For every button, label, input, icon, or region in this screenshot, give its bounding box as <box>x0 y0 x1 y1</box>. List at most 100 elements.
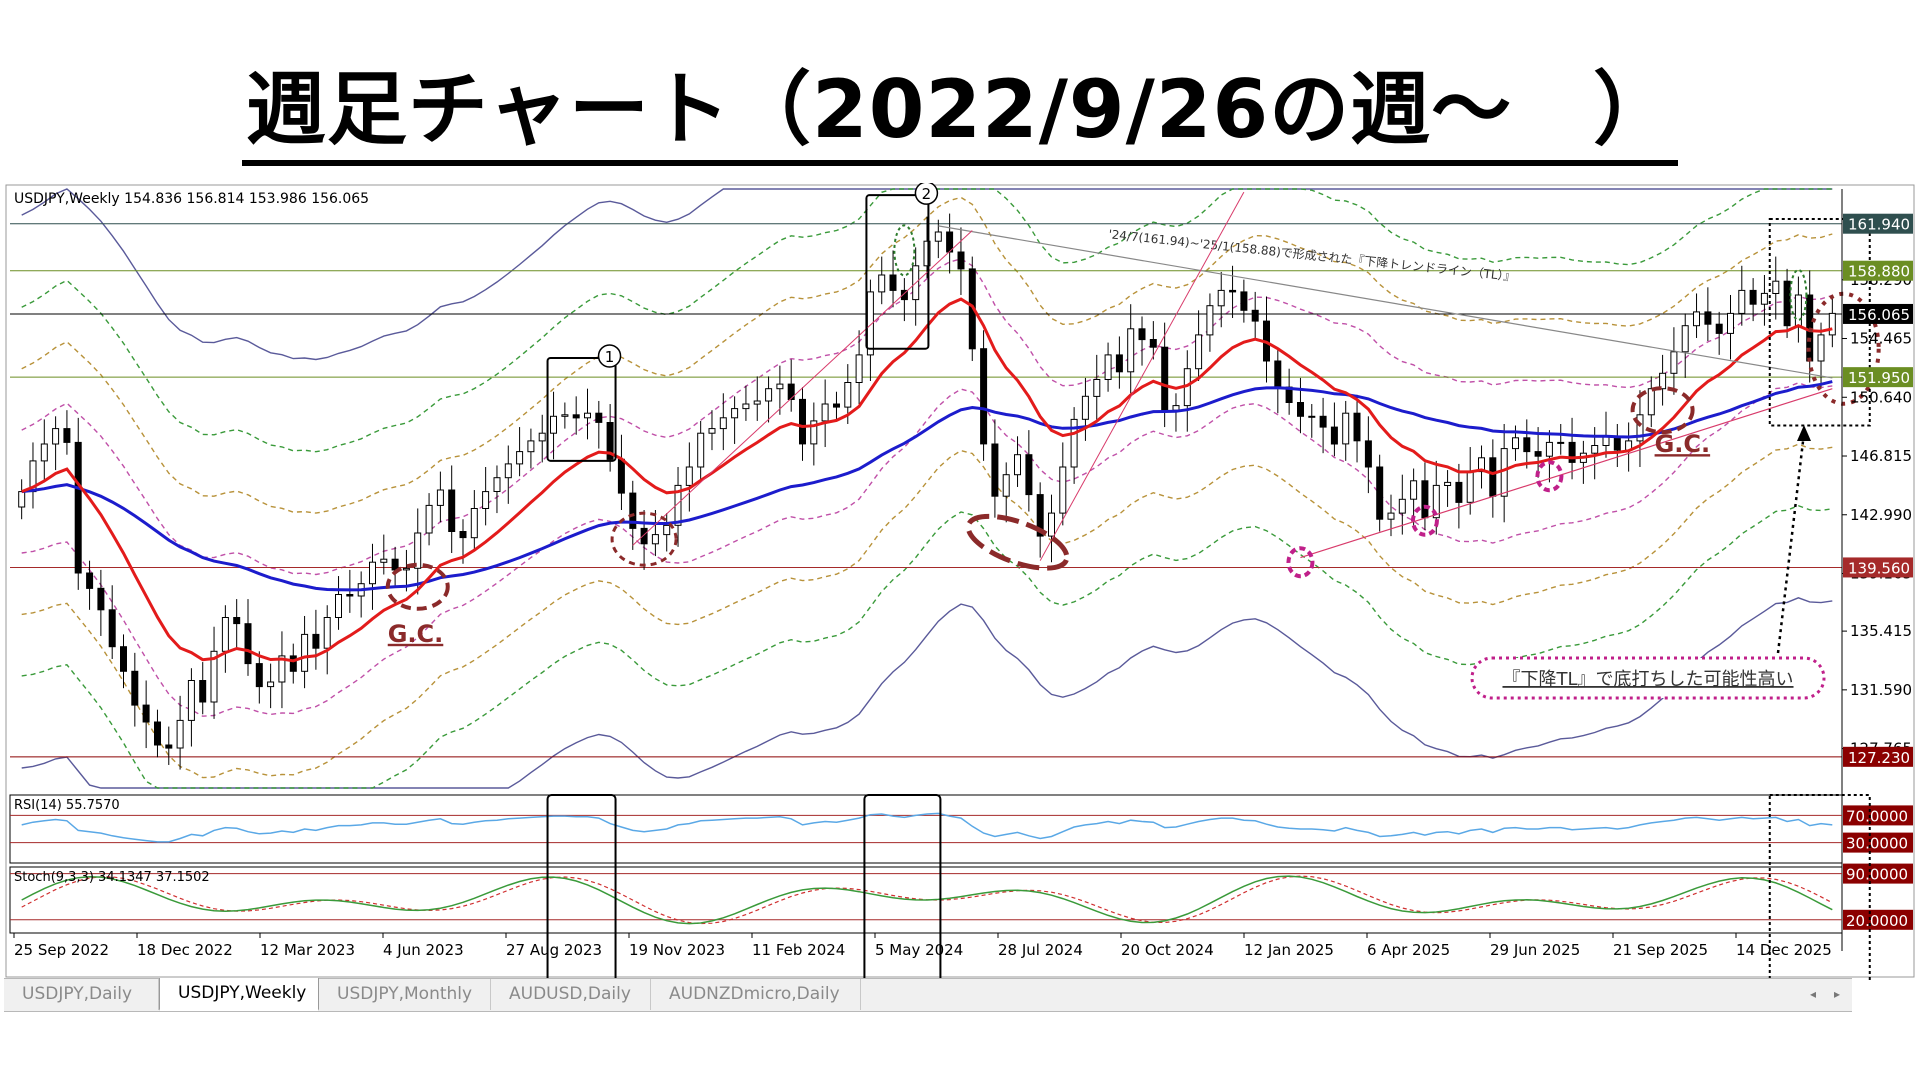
candle-body <box>267 681 275 688</box>
candle-body <box>74 441 82 574</box>
candle-body <box>776 383 784 390</box>
candle-body <box>1410 480 1418 500</box>
stoch-level-label: 20.0000 <box>1846 912 1908 930</box>
chart-tab-usdjpy-monthly[interactable]: USDJPY,Monthly <box>319 979 491 1010</box>
top-green-circle-2 <box>1789 268 1808 321</box>
candle-body <box>742 403 750 410</box>
candle-body <box>131 670 139 706</box>
candle-body <box>1432 484 1440 519</box>
price-level-tag <box>1843 260 1913 281</box>
rsi-level-tag <box>1843 805 1913 826</box>
candle-body <box>1251 309 1259 322</box>
candle-body <box>1048 512 1055 537</box>
candle-body <box>561 414 569 417</box>
price-chart[interactable]: '24/7(161.94)~'25/1(158.88)で形成された『下降トレンド… <box>4 183 1916 983</box>
candle-body <box>1149 339 1157 348</box>
rsi-level-label: 70.0000 <box>1846 807 1908 825</box>
candle-body <box>731 408 739 419</box>
down-trendline <box>938 225 1833 379</box>
candle-body <box>1772 280 1780 294</box>
candle-body <box>470 508 478 539</box>
chart-tab-audnzdmicro-daily[interactable]: AUDNZDmicro,Daily <box>651 979 861 1010</box>
price-level-lines <box>10 223 1842 758</box>
stoch-level-tag <box>1843 863 1913 884</box>
y-tick-label: 154.465 <box>1850 330 1912 348</box>
candle-body <box>323 617 331 649</box>
candle-body <box>1398 498 1406 514</box>
candle-body <box>255 663 263 688</box>
chart-window[interactable]: '24/7(161.94)~'25/1(158.88)で形成された『下降トレンド… <box>4 183 1916 1013</box>
ema-short-line <box>21 297 1833 663</box>
x-tick-label: 28 Jul 2024 <box>998 941 1083 959</box>
x-tick-label: 19 Nov 2023 <box>629 941 725 959</box>
candle-body <box>1002 474 1010 497</box>
band-line <box>21 443 1833 779</box>
x-tick-label: 14 Dec 2025 <box>1736 941 1832 959</box>
x-tick-label: 29 Jun 2025 <box>1490 941 1580 959</box>
candle-body <box>1534 451 1542 457</box>
candle-body <box>1783 280 1791 327</box>
chart-tab-audusd-daily[interactable]: AUDUSD,Daily <box>491 979 651 1010</box>
candle-body <box>1557 441 1565 444</box>
candle-body <box>900 289 908 301</box>
candle-body <box>199 680 207 703</box>
candle-body <box>1545 441 1553 457</box>
pink-low-circle <box>1286 546 1315 579</box>
candle-body <box>176 719 184 749</box>
chart-tab-usdjpy-daily[interactable]: USDJPY,Daily <box>4 979 159 1010</box>
price-level-tag <box>1843 213 1913 234</box>
candle-body <box>991 443 999 497</box>
candle-body <box>821 403 829 422</box>
chart-tab-usdjpy-weekly[interactable]: USDJPY,Weekly <box>159 978 319 1011</box>
candle-body <box>629 492 637 529</box>
candle-body <box>584 412 591 419</box>
candle-body <box>1138 328 1146 341</box>
y-tick-label: 146.815 <box>1850 447 1912 465</box>
candle-body <box>1670 351 1678 374</box>
tab-scroll-right-icon[interactable]: ▸ <box>1833 987 1841 1001</box>
candle-body <box>1693 311 1700 327</box>
price-level-tag <box>1843 557 1913 578</box>
time-axis: 25 Sep 2022 18 Dec 2022 12 Mar 2023 4 Jun 2… <box>13 933 1832 959</box>
candle-body <box>1025 454 1033 496</box>
candle-body <box>1059 466 1067 514</box>
stoch-level-label: 90.0000 <box>1846 866 1908 884</box>
candle-body <box>651 534 659 545</box>
price-level-tag <box>1843 746 1913 767</box>
candle-body <box>1760 292 1768 305</box>
candle-body <box>1738 289 1746 314</box>
candle-body <box>187 680 195 721</box>
y-tick-label: 131.590 <box>1850 681 1912 699</box>
candle-body <box>301 633 309 672</box>
candle-body <box>753 400 761 405</box>
candle-body <box>312 633 320 649</box>
candle-body <box>414 532 422 569</box>
candle-body <box>980 348 988 445</box>
candle-body <box>402 567 410 571</box>
tab-scroll-left-icon[interactable]: ◂ <box>1809 987 1817 1001</box>
candle-body <box>595 412 603 423</box>
candle-body <box>142 704 150 723</box>
moving-averages <box>21 297 1833 663</box>
golden-cross-circle <box>385 562 450 611</box>
candle-body <box>855 354 863 383</box>
rsi-line <box>21 812 1833 843</box>
oscillator-box <box>546 794 617 983</box>
candle-body <box>1749 289 1757 305</box>
candle-body <box>210 650 218 703</box>
price-level-tag <box>1843 367 1913 388</box>
x-tick-label: 20 Oct 2024 <box>1121 941 1214 959</box>
callout-text: 『下降TL』で底打ちした可能性高い <box>1502 669 1793 690</box>
candle-body <box>1308 415 1316 418</box>
candle-body <box>538 432 546 442</box>
candle-body <box>233 617 241 625</box>
candle-body <box>1659 372 1667 390</box>
candle-body <box>1681 325 1689 353</box>
candle-body <box>1342 412 1350 445</box>
candle-body <box>1115 354 1123 373</box>
gc-label-2: G.C. <box>1655 430 1711 458</box>
band-line <box>21 597 1833 789</box>
candle-body <box>1376 466 1384 520</box>
candle-body <box>810 420 818 445</box>
candle-body <box>1466 471 1474 503</box>
